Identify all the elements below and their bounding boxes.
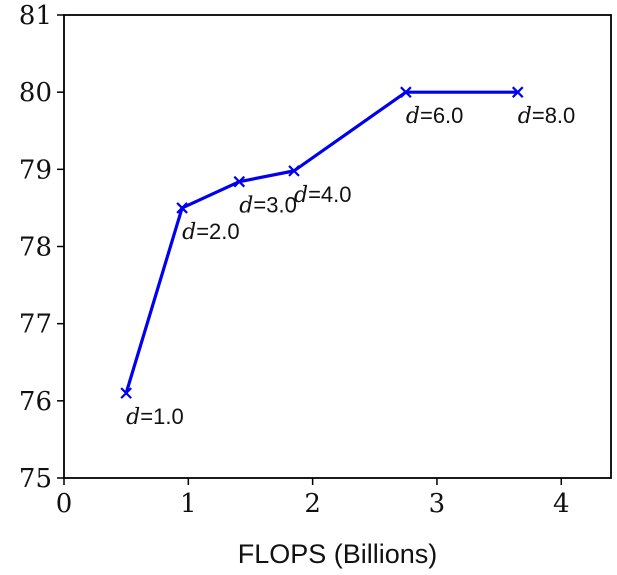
point-label-variable: d — [518, 104, 532, 129]
plot-area: 0 1 2 3 475767778798081d=1.0d=2.0d=3.0d=4.0d… — [19, 1, 612, 519]
data-point-label: d=6.0 — [406, 103, 464, 129]
x-tick-label: 0 — [56, 489, 73, 519]
marker-stroke — [233, 175, 246, 188]
point-label-variable: d — [406, 104, 420, 129]
x-tick-label: 3 — [429, 489, 446, 519]
marker-stroke — [176, 202, 188, 214]
data-point-marker — [400, 86, 412, 98]
x-tick-label: 1 — [180, 489, 197, 519]
x-axis-title: FLOPS (Billions) — [238, 539, 438, 569]
point-label-value: =8.0 — [532, 103, 575, 128]
point-label-variable: d — [239, 194, 253, 219]
y-tick-label: 78 — [19, 233, 52, 263]
data-point-label: d=2.0 — [182, 219, 240, 245]
y-tick-label: 80 — [19, 78, 52, 108]
data-point-marker — [120, 387, 132, 399]
data-point-marker — [233, 175, 246, 188]
point-label-variable: d — [126, 405, 140, 430]
x-tick-label: 2 — [304, 489, 321, 519]
data-point-label: d=1.0 — [126, 404, 184, 430]
data-point-marker — [288, 165, 300, 177]
x-tick-label: 4 — [553, 489, 570, 519]
y-tick-label: 81 — [19, 1, 52, 31]
marker-stroke — [511, 86, 524, 98]
y-tick-label: 75 — [19, 464, 52, 494]
marker-stroke — [288, 165, 300, 177]
marker-stroke — [120, 387, 132, 399]
point-label-variable: d — [294, 183, 308, 208]
data-point-label: d=3.0 — [239, 193, 297, 219]
point-label-value: =1.0 — [140, 404, 183, 429]
data-point-marker — [511, 86, 524, 98]
data-point-marker — [176, 202, 188, 214]
series-line — [124, 90, 518, 394]
data-point-label: d=4.0 — [294, 182, 352, 208]
data-point-label: d=8.0 — [518, 103, 576, 129]
point-label-value: =2.0 — [196, 219, 239, 244]
marker-stroke — [400, 86, 412, 98]
point-label-value: =6.0 — [420, 103, 463, 128]
point-label-value: =3.0 — [253, 193, 296, 218]
point-label-variable: d — [182, 220, 196, 245]
y-tick-label: 77 — [19, 310, 52, 340]
point-label-value: =4.0 — [308, 182, 351, 207]
y-tick-label: 79 — [19, 155, 52, 185]
y-tick-label: 76 — [19, 387, 52, 417]
